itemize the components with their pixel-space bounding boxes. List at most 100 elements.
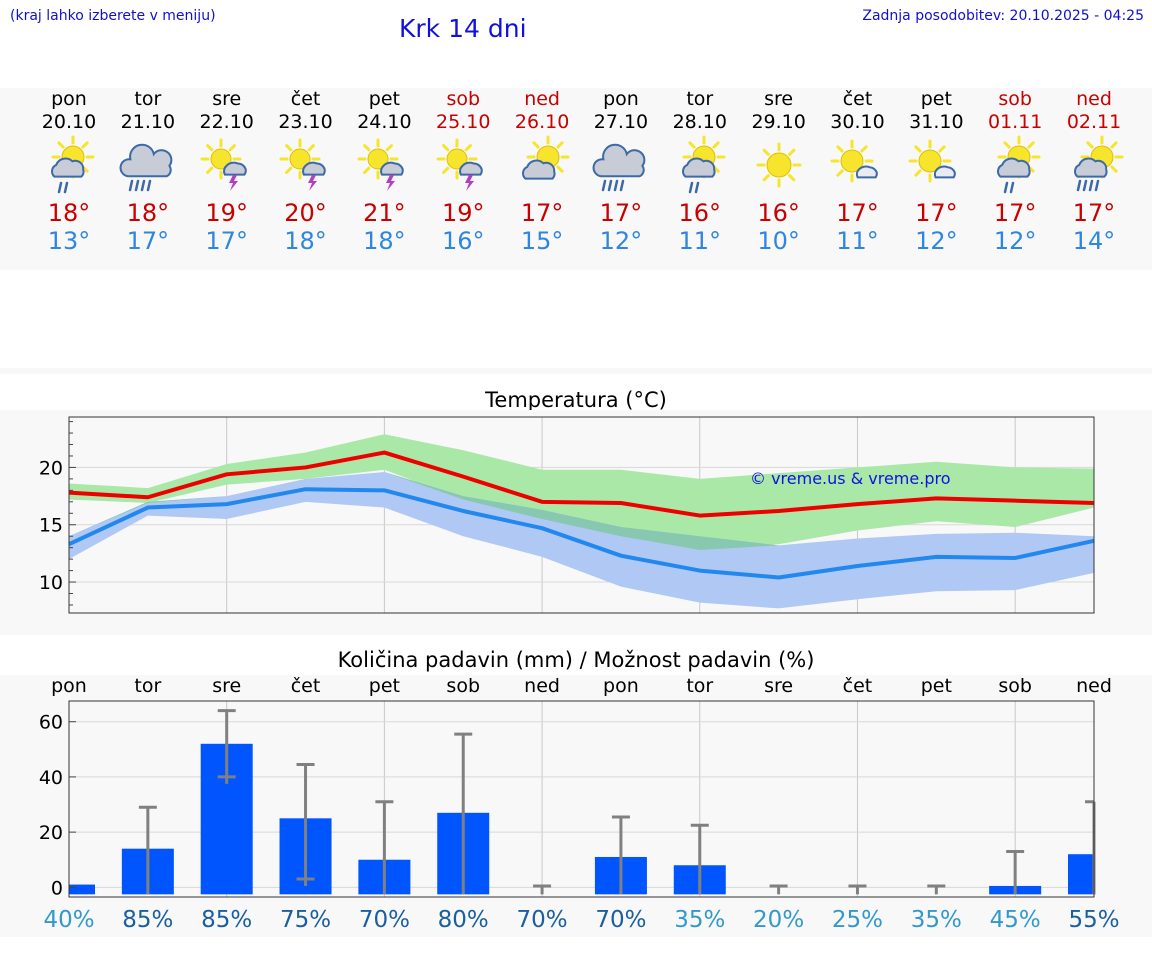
lightning-bolt	[465, 175, 475, 191]
precipitation-error-bar	[1006, 849, 1025, 895]
precipitation-error-bar	[375, 800, 394, 895]
watermark: © vreme.us & vreme.pro	[750, 469, 951, 488]
precipitation-probability: 25%	[832, 907, 883, 933]
temperature-chart: 10 15 20 © vreme.us & vreme.pro	[39, 416, 1095, 614]
precipitation-error-bar	[848, 884, 867, 895]
day-date: 20.10	[41, 111, 97, 133]
forecast-day: ned 02.11 17° 14°	[1054, 88, 1134, 255]
forecast-day: sob 01.11 17° 12°	[975, 88, 1055, 255]
rain-drop	[1094, 179, 1100, 192]
day-name: čet	[842, 88, 873, 110]
max-temperature: 17°	[915, 199, 958, 227]
sun-small-cloud-icon	[896, 135, 976, 199]
day-date: 30.10	[830, 111, 885, 133]
category-label: pet	[369, 675, 400, 697]
max-temperature: 16°	[757, 199, 800, 227]
max-temperature: 17°	[993, 199, 1037, 227]
y-tick-label: 15	[39, 515, 63, 537]
forecast-day: sre 22.10 19° 17°	[187, 88, 267, 255]
forecast-day: pet 24.10 21° 18°	[344, 88, 424, 255]
cloud-shape	[459, 161, 484, 176]
plot-frame	[68, 416, 1095, 614]
cloud-shape	[855, 165, 878, 179]
day-name: sre	[764, 88, 794, 110]
rain-drop	[613, 179, 619, 192]
day-name: pon	[603, 88, 639, 110]
precipitation-bar	[69, 884, 95, 895]
category-label: pon	[51, 675, 87, 697]
sun-shape	[357, 138, 399, 180]
rain-drop	[1076, 179, 1082, 192]
precipitation-error-bar	[533, 884, 552, 895]
rain-drop	[1009, 181, 1015, 194]
rain-drop	[1003, 181, 1009, 194]
min-temperature: 13°	[47, 227, 91, 255]
min-temperature: 17°	[126, 227, 170, 255]
y-tick-label: 20	[39, 822, 63, 844]
day-name: sre	[212, 88, 242, 110]
heavy-rain-cloud-icon	[108, 135, 188, 199]
precipitation-chart: pon tor sre čet pet sob ned pon tor sre čet pet sob n…	[39, 675, 1120, 933]
day-date: 22.10	[199, 111, 254, 133]
rain-drop	[619, 179, 625, 192]
day-date: 21.10	[120, 111, 176, 133]
day-name: tor	[134, 88, 162, 110]
precipitation-error-bar	[138, 805, 157, 895]
precipitation-error-bar	[296, 762, 315, 887]
sun-thunderstorm-icon	[423, 135, 503, 199]
day-date: 27.10	[593, 111, 649, 133]
sun-thunderstorm-icon	[266, 135, 346, 199]
rain-drop	[63, 181, 69, 194]
sun-shape	[830, 139, 873, 183]
forecast-day: pet 31.10 17° 12°	[896, 88, 976, 255]
cloud-shape	[592, 143, 646, 178]
sun-heavy-rain-icon	[1054, 135, 1134, 199]
page-title: Krk 14 dni	[399, 14, 527, 43]
y-tick-label: 10	[39, 572, 63, 594]
precipitation-probability: 20%	[753, 907, 804, 933]
max-temperature: 17°	[836, 199, 879, 227]
precipitation-probability: 85%	[122, 907, 173, 933]
sun-small-cloud-icon	[818, 135, 898, 199]
min-temperature: 17°	[205, 227, 248, 255]
day-date: 26.10	[514, 111, 570, 133]
temperature-chart-title: Temperatura (°C)	[485, 388, 667, 412]
y-tick-label: 60	[39, 712, 63, 734]
min-temperature: 10°	[757, 227, 800, 255]
forecast-day: ned 26.10 17° 15°	[502, 88, 582, 255]
precipitation-probability: 70%	[359, 907, 410, 933]
forecast-day: pon 20.10 18° 13°	[29, 88, 109, 255]
cloud-shape	[934, 165, 957, 179]
category-label: ned	[524, 675, 560, 697]
rain-drop	[146, 179, 152, 192]
rain-drop	[128, 179, 134, 192]
day-name: sob	[446, 88, 481, 110]
lightning-bolt	[228, 175, 238, 191]
precipitation-chart-background	[0, 675, 1152, 937]
precipitation-error-bar	[454, 732, 473, 895]
precipitation-probability: 45%	[990, 907, 1041, 933]
min-temperature: 18°	[363, 227, 406, 255]
weather-icon-graphic	[997, 135, 1041, 194]
forecast-day: čet 30.10 17° 11°	[818, 88, 898, 255]
precipitation-error-bar	[690, 823, 709, 895]
max-temperature: 16°	[678, 199, 722, 227]
weather-icon-graphic	[357, 138, 405, 191]
max-temperature: 19°	[205, 199, 248, 227]
sun-cloud-rain-icon	[975, 135, 1055, 199]
day-date: 31.10	[909, 111, 964, 133]
cloud-shape	[301, 161, 326, 176]
rain-drop	[140, 179, 146, 192]
weather-icon-graphic	[756, 142, 802, 188]
forecast-day: sre 29.10 16° 10°	[739, 88, 819, 255]
min-temperature: 16°	[441, 227, 485, 255]
category-label: tor	[134, 675, 161, 697]
forecast-day: tor 21.10 18° 17°	[108, 88, 188, 255]
last-update: Zadnja posodobitev: 20.10.2025 - 04:25	[862, 8, 1144, 24]
rain-drop	[1082, 179, 1088, 192]
day-name: ned	[1076, 88, 1112, 110]
category-label: pon	[603, 675, 639, 697]
y-tick-label: 40	[39, 767, 63, 789]
weather-icon-graphic	[51, 135, 95, 194]
forecast-day: čet 23.10 20° 18°	[266, 88, 346, 255]
